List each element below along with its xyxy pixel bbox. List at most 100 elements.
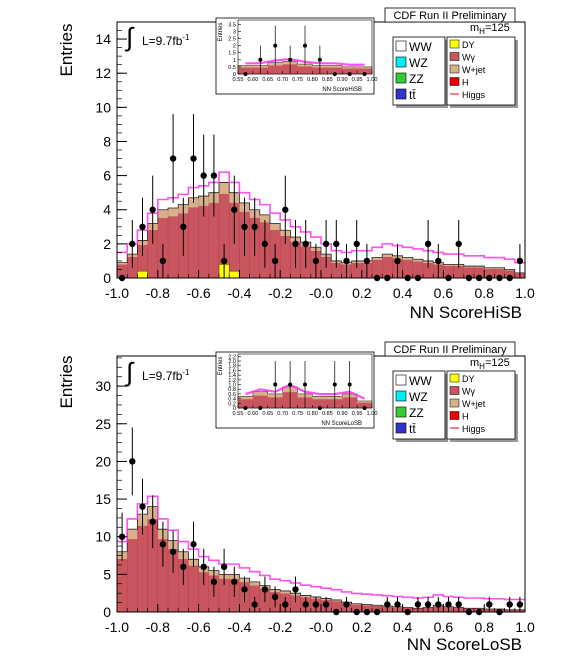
legend-swatch [449, 77, 460, 86]
inset-y-tick-label: 1.0 [228, 383, 236, 389]
data-point [159, 257, 167, 265]
data-point [384, 601, 391, 608]
data-point [435, 601, 442, 608]
legend-swatch [449, 386, 460, 395]
data-point [465, 274, 473, 282]
inset-y-tick-label: 0.8 [228, 387, 236, 393]
inset-plot: 0.55 0.60 0.65 0.70 0.75 0.80 0.85 0.90 0.95 1.00… [215, 17, 377, 95]
legend-swatch [449, 373, 460, 383]
legend-label: W+jet [462, 65, 486, 75]
inset-data-point [243, 72, 248, 76]
y-tick-label: 4 [103, 202, 111, 218]
x-tick-label: -0.6 [187, 285, 211, 301]
x-tick-label: -0.4 [227, 285, 251, 301]
x-tick-label: 0.4 [393, 285, 413, 301]
x-tick-label: 0.4 [393, 619, 413, 635]
data-point [496, 274, 503, 282]
data-point [384, 274, 391, 282]
legend-label: H [462, 78, 469, 88]
legend-label: DY [462, 40, 475, 50]
data-point [210, 172, 218, 179]
inset-x-tick-label: 0.95 [352, 411, 363, 417]
y-tick-label: 25 [95, 416, 111, 432]
x-tick-label: -0.0 [309, 619, 333, 635]
inset-x-label: NN ScoreHiSB [322, 87, 362, 93]
integral-sign: ∫ [124, 22, 135, 52]
inset-x-tick-label: 0.85 [322, 411, 333, 417]
inset-y-tick-label: 0.2 [228, 401, 236, 407]
data-point [475, 608, 483, 616]
data-point [139, 503, 146, 510]
data-point [231, 578, 238, 586]
legend-label: DY [462, 374, 475, 384]
data-point [496, 608, 503, 616]
inset-x-tick-label: 0.60 [247, 411, 258, 417]
data-point [506, 274, 513, 282]
legend-swatch [395, 406, 407, 418]
data-point [282, 206, 289, 213]
data-point [282, 601, 289, 608]
data-point [445, 601, 452, 608]
inset-data-point [332, 382, 337, 387]
inset-y-tick-label: 0 [233, 406, 236, 412]
header-box [384, 7, 516, 23]
data-point [435, 257, 442, 265]
x-tick-label: -0.6 [187, 619, 211, 635]
data-point [353, 240, 360, 248]
legend-swatch [395, 390, 407, 402]
data-point [241, 586, 248, 593]
legend-label: ZZ [409, 406, 424, 420]
data-point [486, 601, 493, 608]
legend-swatch [395, 374, 407, 386]
inset-x-tick-label: 0.60 [247, 77, 258, 83]
x-tick-label: -1.0 [105, 619, 129, 635]
dy-bar [137, 270, 148, 279]
data-point [220, 563, 228, 571]
higgs-line [117, 495, 525, 601]
mass-symbol: m [470, 357, 479, 369]
lumi-sup: -1 [182, 33, 190, 42]
inset-x-tick-label: 0.75 [292, 77, 303, 83]
data-point [333, 608, 340, 616]
data-point [180, 223, 187, 230]
inset-y-tick-label: 3 [233, 29, 236, 35]
inset-x-tick-label: 0.85 [322, 77, 333, 83]
data-point [414, 274, 422, 282]
inset-x-tick-label: 0.70 [277, 77, 288, 83]
inset-y-tick-label: 0 [233, 72, 236, 78]
data-point [343, 257, 350, 265]
inset-y-tick-label: 0.4 [228, 397, 236, 403]
inset-y-label: Entries [218, 357, 224, 376]
legend-swatch [449, 411, 460, 420]
y-tick-label: 2 [103, 236, 111, 252]
higgs-line [117, 171, 525, 264]
lumi-label: L=9.7fb-1 [142, 33, 190, 48]
inset-x-label: NN ScoreLoSB [321, 421, 362, 427]
data-point [312, 601, 320, 608]
inset-y-tick-label: 1.5 [228, 51, 236, 57]
y-tick-label: 15 [95, 491, 111, 507]
data-point [312, 257, 320, 265]
legend-label: WW [409, 40, 432, 54]
legend-label: tt̄ [409, 422, 416, 436]
x-tick-label: -0.2 [268, 285, 292, 301]
lumi-label: L=9.7fb-1 [142, 368, 190, 383]
inset-data-point [362, 406, 367, 410]
x-tick-label: 0.6 [434, 285, 454, 301]
data-point [200, 563, 207, 571]
data-point [343, 601, 350, 608]
x-tick-label: -0.8 [146, 285, 170, 301]
data-point [231, 206, 238, 213]
x-tick-label: -0.4 [227, 619, 251, 635]
data-point [159, 541, 167, 548]
data-point [190, 155, 197, 162]
legend-swatch [395, 72, 407, 84]
x-tick-label: 0.8 [474, 619, 494, 635]
x-tick-label: -0.2 [268, 619, 292, 635]
inset-y-label: Entries [218, 23, 224, 42]
legend-label: tt̄ [409, 88, 416, 102]
x-tick-label: 0.6 [434, 619, 454, 635]
data-point [271, 257, 279, 265]
data-point [292, 240, 299, 248]
